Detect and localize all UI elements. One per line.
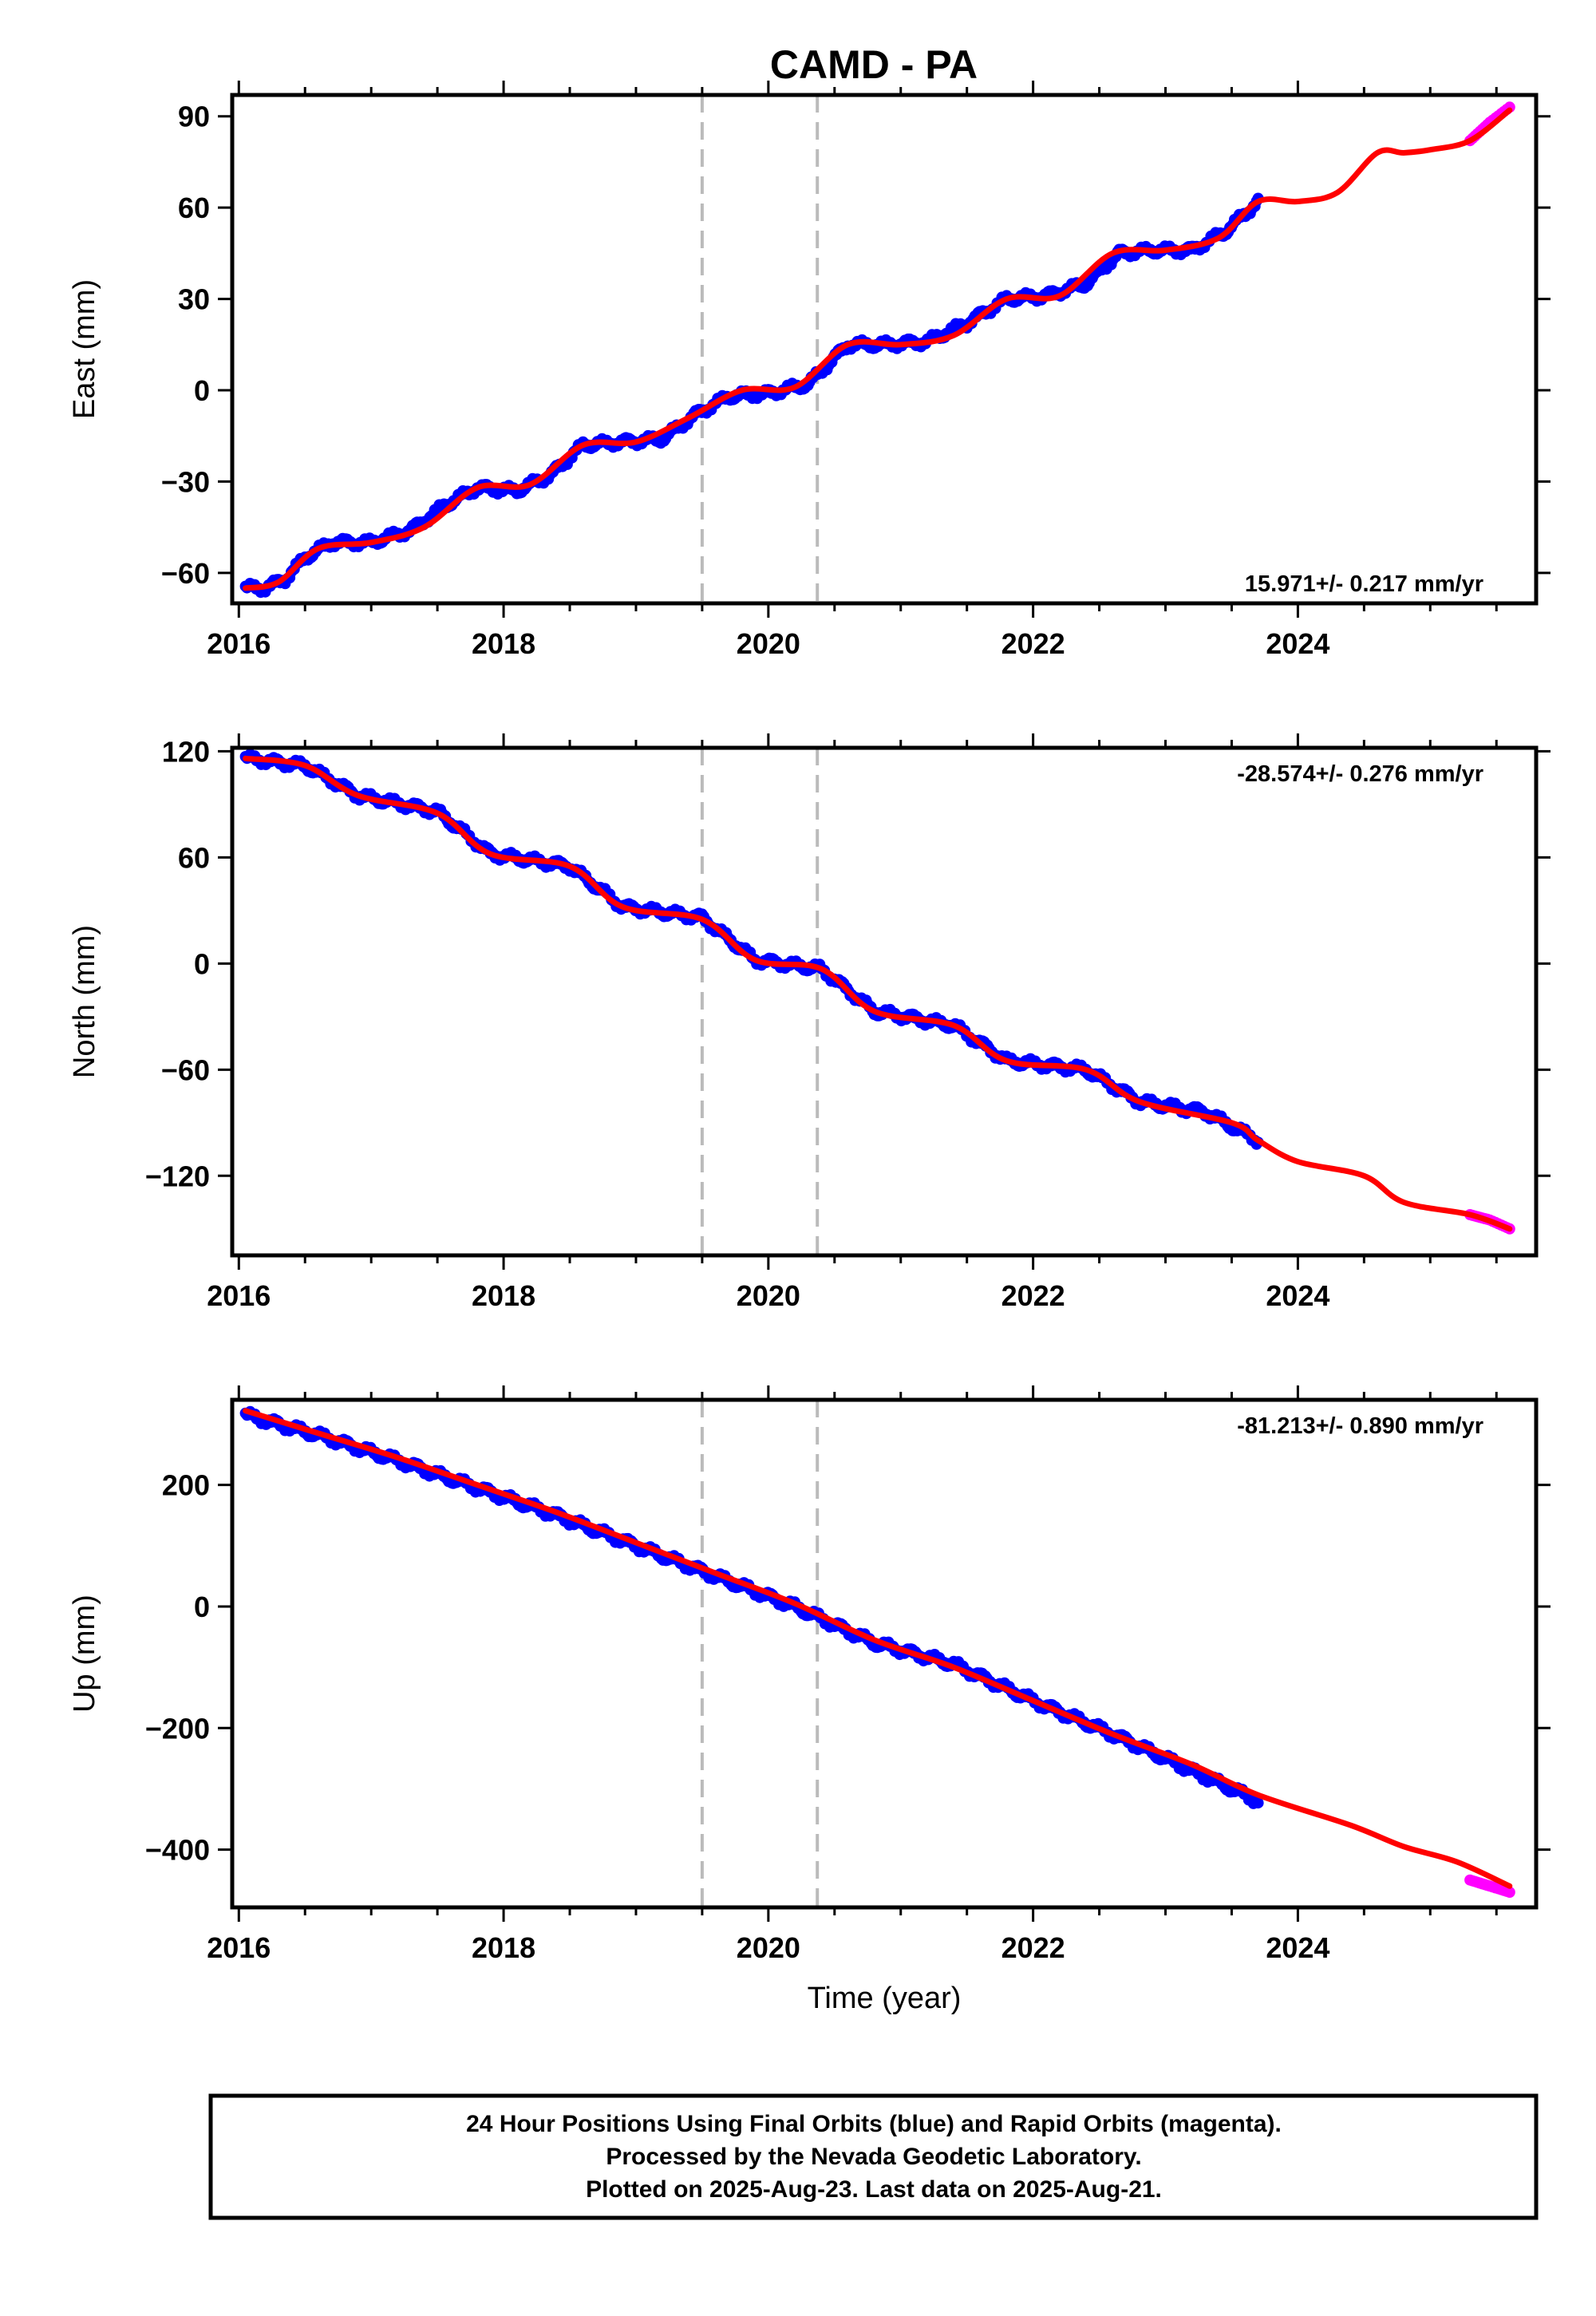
y-tick-label: 0 (194, 947, 210, 980)
caption-line-3: Plotted on 2025-Aug-23. Last data on 202… (586, 2176, 1162, 2203)
x-tick-label: 2016 (207, 627, 271, 660)
x-tick-label: 2020 (737, 1931, 800, 1964)
rate-label-north: -28.574+/- 0.276 mm/yr (1237, 761, 1483, 787)
y-tick-label: 60 (178, 841, 210, 874)
x-tick-label: 2018 (472, 1279, 535, 1312)
y-tick-label: 200 (162, 1469, 210, 1502)
y-axis-label-up: Up (mm) (68, 1595, 101, 1713)
y-tick-label: −400 (145, 1834, 210, 1867)
plot-frame-up (230, 1397, 1539, 1910)
x-tick-label: 2016 (207, 1931, 271, 1964)
caption-box: 24 Hour Positions Using Final Orbits (bl… (208, 2093, 1539, 2220)
x-tick-label: 2020 (737, 627, 800, 660)
y-tick-label: 30 (178, 283, 210, 316)
chart-panels: 2016 2018 2020 2022 2024 90 60 30 0 −30 −60 East (m… (68, 81, 1551, 2015)
rate-label-up: -81.213+/- 0.890 mm/yr (1237, 1413, 1483, 1439)
final-orbit-point (1252, 1797, 1264, 1809)
x-tick-label: 2020 (737, 1279, 800, 1312)
y-tick-label: 120 (162, 735, 210, 768)
caption-line-2: Processed by the Nevada Geodetic Laborat… (606, 2144, 1141, 2170)
y-tick-label: 60 (178, 192, 210, 224)
chart-up: 2016 2018 2020 2022 2024 200 0 −200 −400 Up (mm) T… (68, 1385, 1551, 2015)
plot-frame-north (230, 745, 1539, 1258)
x-tick-label: 2018 (472, 1931, 535, 1964)
plot-area-north (239, 748, 1515, 1255)
x-tick-label: 2024 (1266, 627, 1329, 660)
y-axis-label-east: East (mm) (68, 279, 101, 419)
model-curve-up (243, 1408, 1513, 1889)
chart-north: 2016 2018 2020 2022 2024 120 60 0 −60 −120 North (… (68, 733, 1551, 1312)
x-tick-label: 2024 (1266, 1279, 1329, 1312)
plot-area-east (239, 95, 1515, 603)
rapid-orbit-point (1503, 1887, 1515, 1898)
plot-area-up (239, 1400, 1515, 1907)
x-tick-label: 2022 (1001, 1279, 1065, 1312)
caption-frame (208, 2093, 1539, 2220)
caption-line-1: 24 Hour Positions Using Final Orbits (bl… (466, 2111, 1282, 2137)
x-tick-label: 2022 (1001, 627, 1065, 660)
x-tick-label: 2024 (1266, 1931, 1329, 1964)
figure-title: CAMD - PA (770, 42, 978, 87)
y-tick-label: −200 (145, 1712, 210, 1745)
y-tick-label: −60 (161, 557, 210, 590)
y-tick-label: 90 (178, 101, 210, 133)
chart-east: 2016 2018 2020 2022 2024 90 60 30 0 −30 −60 East (m… (68, 81, 1551, 660)
model-curve-east (243, 107, 1513, 591)
plot-frame-east (230, 93, 1539, 606)
x-axis-label: Time (year) (808, 1982, 962, 2015)
y-axis-label-north: North (mm) (68, 925, 101, 1078)
y-tick-label: 0 (194, 374, 210, 407)
x-tick-label: 2022 (1001, 1931, 1065, 1964)
y-tick-label: 0 (194, 1591, 210, 1623)
y-tick-label: −60 (161, 1053, 210, 1086)
rate-label-east: 15.971+/- 0.217 mm/yr (1245, 571, 1483, 597)
x-tick-label: 2016 (207, 1279, 271, 1312)
y-tick-label: −30 (161, 465, 210, 498)
y-tick-label: −120 (145, 1160, 210, 1192)
x-tick-label: 2018 (472, 627, 535, 660)
model-curve-north (243, 755, 1513, 1232)
